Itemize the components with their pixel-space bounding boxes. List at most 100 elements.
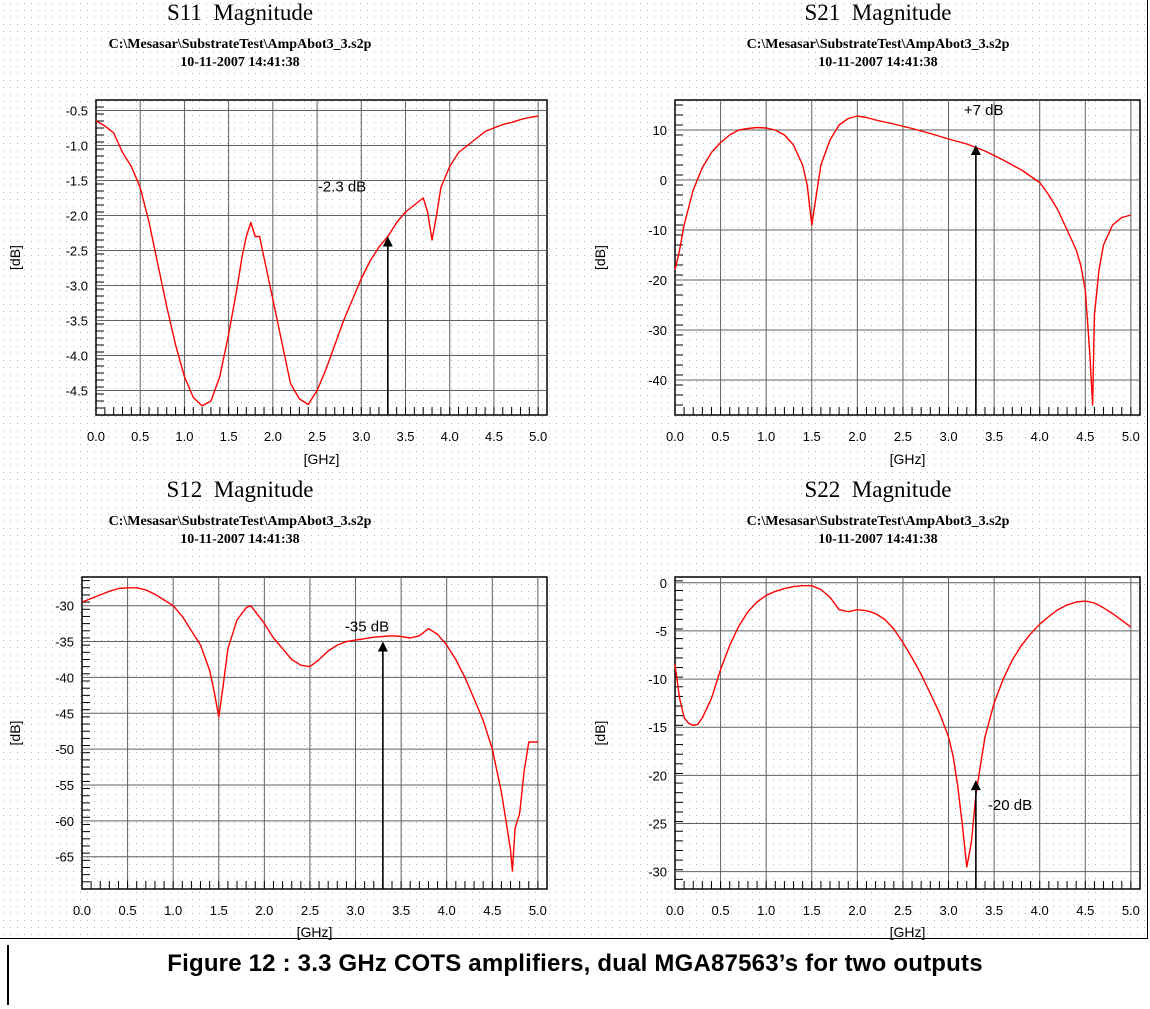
chart-title: S12 Magnitude bbox=[167, 477, 314, 502]
plot-area bbox=[674, 576, 1141, 890]
minor-ticks bbox=[674, 104, 1141, 416]
x-tick-label: 3.0 bbox=[346, 903, 364, 918]
x-tick-label: 4.0 bbox=[1031, 429, 1049, 444]
minor-ticks bbox=[95, 99, 548, 416]
y-tick-label: -30 bbox=[648, 323, 667, 338]
x-tick-label: 3.0 bbox=[939, 903, 957, 918]
chart-timestamp: 10-11-2007 14:41:38 bbox=[818, 532, 937, 547]
chart-panel-1: S11 Magnitude C:\Mesasar\SubstrateTest\Am… bbox=[7, 0, 548, 467]
x-tick-label: 2.0 bbox=[255, 903, 273, 918]
x-tick-label: 4.0 bbox=[438, 903, 456, 918]
y-axis-label: [dB] bbox=[592, 721, 608, 746]
x-tick-label: 2.5 bbox=[894, 429, 912, 444]
chart-subtitle: C:\Mesasar\SubstrateTest\AmpAbot3_3.s2p bbox=[747, 37, 1010, 52]
x-tick-label: 3.5 bbox=[985, 429, 1003, 444]
marker-annotation: -20 dB bbox=[988, 797, 1032, 814]
y-tick-label: -40 bbox=[648, 373, 667, 388]
x-tick-label: 2.0 bbox=[264, 429, 282, 444]
minor-ticks bbox=[81, 580, 548, 890]
chart-subtitle: C:\Mesasar\SubstrateTest\AmpAbot3_3.s2p bbox=[109, 514, 372, 529]
y-tick-label: 0 bbox=[660, 576, 667, 591]
figure-frame bbox=[0, 0, 1148, 939]
x-tick-label: 0.0 bbox=[87, 429, 105, 444]
x-tick-label: 2.5 bbox=[308, 429, 326, 444]
x-tick-label: 4.5 bbox=[1076, 903, 1094, 918]
marker-annotation: -35 dB bbox=[345, 619, 389, 636]
x-tick-label: 1.5 bbox=[803, 903, 821, 918]
y-tick-label: -2.0 bbox=[66, 209, 88, 224]
x-tick-label: 5.0 bbox=[529, 903, 547, 918]
x-tick-label: 4.5 bbox=[1076, 429, 1094, 444]
y-tick-label: -55 bbox=[55, 778, 74, 793]
chart-timestamp: 10-11-2007 14:41:38 bbox=[180, 55, 299, 70]
y-tick-label: -10 bbox=[648, 672, 667, 687]
x-tick-label: 5.0 bbox=[1122, 429, 1140, 444]
chart-panel-4: S22 Magnitude C:\Mesasar\SubstrateTest\Am… bbox=[592, 477, 1141, 940]
y-tick-label: -25 bbox=[648, 817, 667, 832]
marker-arrowhead bbox=[377, 641, 388, 652]
x-tick-label: 0.5 bbox=[712, 429, 730, 444]
x-tick-label: 5.0 bbox=[1122, 903, 1140, 918]
y-tick-label: 10 bbox=[653, 123, 667, 138]
marker-arrowhead bbox=[970, 145, 981, 155]
y-tick-label: -20 bbox=[648, 273, 667, 288]
x-tick-label: 4.0 bbox=[441, 429, 459, 444]
y-tick-label: 0 bbox=[660, 173, 667, 188]
x-axis-label: [GHz] bbox=[890, 451, 926, 467]
x-tick-label: 1.5 bbox=[220, 429, 238, 444]
x-tick-label: 1.0 bbox=[757, 903, 775, 918]
y-tick-label: -1.0 bbox=[66, 139, 88, 154]
plot-area bbox=[81, 576, 548, 890]
x-tick-label: 1.5 bbox=[210, 903, 228, 918]
x-tick-label: 2.5 bbox=[894, 903, 912, 918]
y-tick-label: -45 bbox=[55, 706, 74, 721]
x-tick-label: 0.0 bbox=[666, 429, 684, 444]
y-tick-label: -3.0 bbox=[66, 279, 88, 294]
y-tick-label: -4.0 bbox=[66, 349, 88, 364]
x-tick-label: 0.5 bbox=[119, 903, 137, 918]
series-trace bbox=[674, 585, 1132, 868]
y-tick-label: -50 bbox=[55, 742, 74, 757]
x-tick-label: 3.0 bbox=[939, 429, 957, 444]
figure-caption: Figure 12 : 3.3 GHz COTS amplifiers, dua… bbox=[167, 950, 983, 977]
left-rule bbox=[7, 945, 9, 1005]
chart-title: S11 Magnitude bbox=[167, 0, 313, 25]
y-tick-label: -0.5 bbox=[66, 104, 88, 119]
chart-title: S22 Magnitude bbox=[805, 477, 952, 502]
y-tick-label: -30 bbox=[648, 865, 667, 880]
x-tick-label: 4.5 bbox=[485, 429, 503, 444]
x-tick-label: 0.5 bbox=[131, 429, 149, 444]
x-tick-label: 2.0 bbox=[848, 903, 866, 918]
x-tick-label: 3.0 bbox=[352, 429, 370, 444]
y-tick-label: -30 bbox=[55, 599, 74, 614]
x-tick-label: 5.0 bbox=[529, 429, 547, 444]
chart-timestamp: 10-11-2007 14:41:38 bbox=[180, 532, 299, 547]
y-tick-label: -1.5 bbox=[66, 174, 88, 189]
plot-area bbox=[674, 99, 1141, 416]
x-tick-label: 3.5 bbox=[396, 429, 414, 444]
x-tick-label: 1.0 bbox=[175, 429, 193, 444]
y-tick-label: -15 bbox=[648, 720, 667, 735]
chart-panel-3: S12 Magnitude C:\Mesasar\SubstrateTest\Am… bbox=[7, 477, 548, 940]
x-tick-label: 0.5 bbox=[712, 903, 730, 918]
chart-timestamp: 10-11-2007 14:41:38 bbox=[818, 55, 937, 70]
x-tick-label: 2.5 bbox=[301, 903, 319, 918]
y-tick-label: -35 bbox=[55, 635, 74, 650]
marker-arrowhead bbox=[970, 780, 981, 791]
plot-area bbox=[95, 99, 548, 416]
x-tick-label: 3.5 bbox=[392, 903, 410, 918]
series-trace bbox=[674, 115, 1132, 406]
y-tick-label: -65 bbox=[55, 850, 74, 865]
x-axis-label: [GHz] bbox=[890, 924, 926, 940]
minor-ticks bbox=[674, 580, 1141, 890]
series-trace bbox=[95, 115, 539, 407]
x-tick-label: 1.5 bbox=[803, 429, 821, 444]
chart-title: S21 Magnitude bbox=[805, 0, 952, 25]
charts-canvas: S11 Magnitude C:\Mesasar\SubstrateTest\Am… bbox=[0, 0, 1147, 940]
chart-panel-2: S21 Magnitude C:\Mesasar\SubstrateTest\Am… bbox=[592, 0, 1141, 467]
y-tick-label: -3.5 bbox=[66, 314, 88, 329]
y-tick-label: -2.5 bbox=[66, 244, 88, 259]
chart-subtitle: C:\Mesasar\SubstrateTest\AmpAbot3_3.s2p bbox=[747, 514, 1010, 529]
marker-arrowhead bbox=[382, 236, 393, 247]
